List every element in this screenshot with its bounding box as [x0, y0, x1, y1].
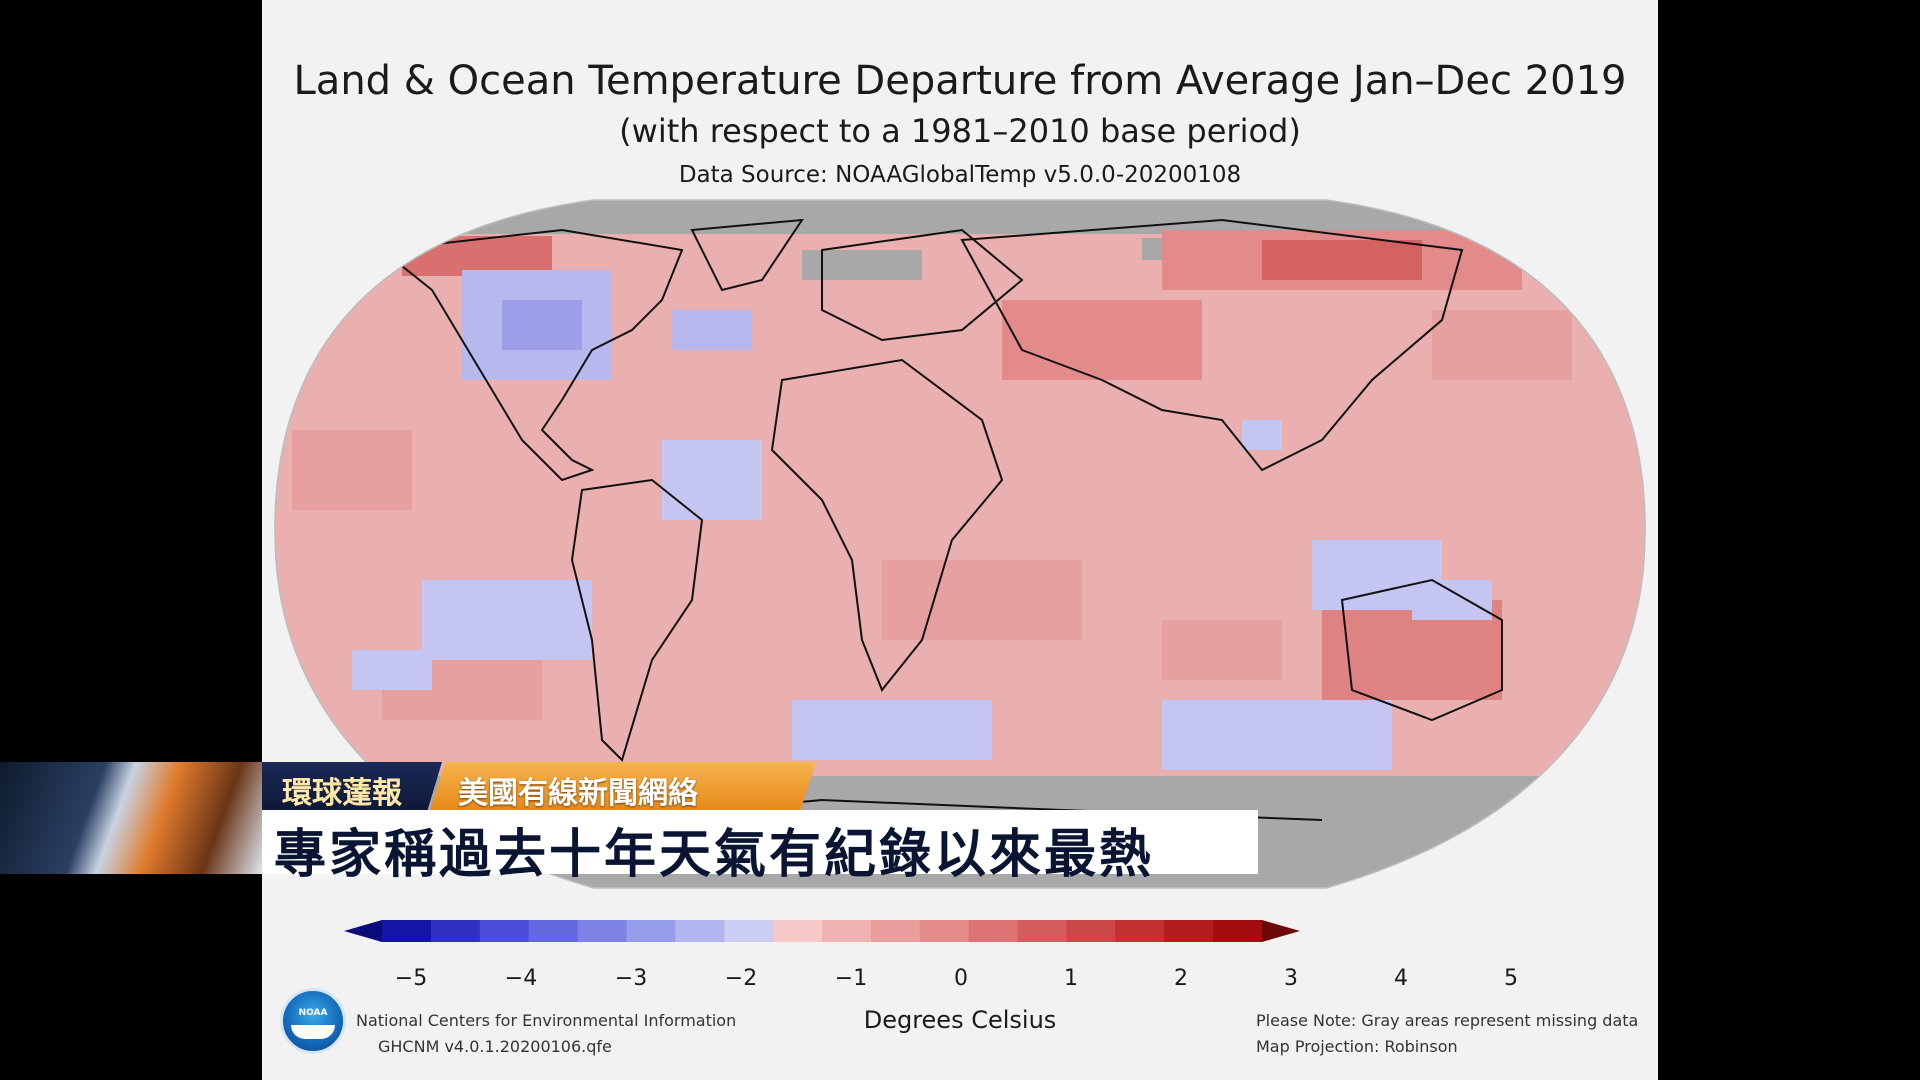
source-name: 美國有線新聞網絡 — [458, 776, 698, 811]
colorbar-tick: 2 — [1174, 966, 1188, 991]
news-ticker: 環球薘報 美國有線新聞網絡 專家稱過去十年天氣有紀錄以來最熱 — [0, 762, 1920, 885]
map-subtitle: (with respect to a 1981–2010 base period… — [619, 112, 1301, 150]
colorbar-tick: 4 — [1394, 966, 1408, 991]
colorbar-segment — [1213, 920, 1263, 942]
colorbar-segment — [479, 920, 530, 942]
missing-data-note: Please Note: Gray areas represent missin… — [1256, 1011, 1639, 1030]
colorbar-segment — [675, 920, 725, 942]
credit-line-1: National Centers for Environmental Infor… — [356, 1011, 737, 1030]
missing-data-greenland — [802, 250, 922, 280]
map-panel: Land & Ocean Temperature Departure from … — [262, 0, 1658, 1080]
headline: 專家稱過去十年天氣有紀錄以來最熱 — [274, 825, 1155, 885]
noaa-logo: NOAA — [280, 988, 346, 1054]
colorbar-tick: −5 — [394, 966, 428, 991]
source-tag: 美國有線新聞網絡 — [430, 762, 816, 810]
colorbar-units: Degrees Celsius — [863, 1006, 1057, 1034]
colorbar-tick: 5 — [1504, 966, 1518, 991]
colorbar-tick: 1 — [1064, 966, 1078, 991]
colorbar-tick: 3 — [1284, 966, 1298, 991]
colorbar-segment — [773, 920, 823, 942]
north-america-outline — [379, 228, 684, 482]
africa-outline — [770, 358, 1004, 692]
colorbar-segment — [870, 920, 921, 942]
colorbar-segment — [1115, 920, 1165, 942]
colorbar-segment — [1066, 920, 1116, 942]
australia-outline — [1340, 578, 1503, 722]
colorbar — [344, 920, 1300, 942]
colorbar-tick: −4 — [504, 966, 538, 991]
credit-line-2: GHCNM v4.0.1.20200106.qfe — [378, 1037, 612, 1056]
asia-outline — [960, 218, 1464, 472]
south-america-outline — [570, 478, 704, 762]
temperature-map — [274, 199, 1646, 942]
map-projection: Map Projection: Robinson — [1256, 1037, 1458, 1056]
program-name: 環球薘報 — [282, 776, 402, 811]
colorbar-segment — [528, 920, 579, 942]
europe-outline — [821, 228, 1024, 342]
colorbar-segment — [577, 920, 627, 942]
colorbar-segment — [919, 920, 970, 942]
colorbar-segment — [968, 920, 1019, 942]
map-title: Land & Ocean Temperature Departure from … — [293, 58, 1627, 104]
cool-patch-southern-indian — [1162, 700, 1392, 770]
colorbar-segment — [1164, 920, 1214, 942]
missing-data-north — [274, 200, 1646, 234]
globe-border — [274, 199, 1646, 889]
colorbar-tick: 0 — [954, 966, 968, 991]
colorbar-tick: −1 — [834, 966, 868, 991]
colorbar-tick: −3 — [614, 966, 648, 991]
ticker-graphic — [0, 762, 262, 874]
greenland-outline — [690, 218, 804, 292]
headline-bar: 專家稱過去十年天氣有紀錄以來最熱 — [262, 810, 1258, 885]
colorbar-tick: −2 — [724, 966, 758, 991]
colorbar-segment — [430, 920, 481, 942]
colorbar-min-arrow — [344, 920, 382, 942]
coastlines — [379, 218, 1503, 821]
colorbar-segment — [382, 920, 432, 942]
data-source: Data Source: NOAAGlobalTemp v5.0.0-20200… — [678, 162, 1242, 188]
cool-patch-atlantic — [662, 440, 762, 520]
colorbar-segment — [626, 920, 676, 942]
program-tag: 環球薘報 — [262, 762, 442, 810]
colorbar-segment — [822, 920, 872, 942]
colorbar-segment — [724, 920, 774, 942]
cool-patch-south-pacific — [422, 580, 592, 660]
colorbar-max-arrow — [1262, 920, 1300, 942]
warm-patch-europe — [1002, 300, 1202, 380]
colorbar-segment — [1017, 920, 1067, 942]
